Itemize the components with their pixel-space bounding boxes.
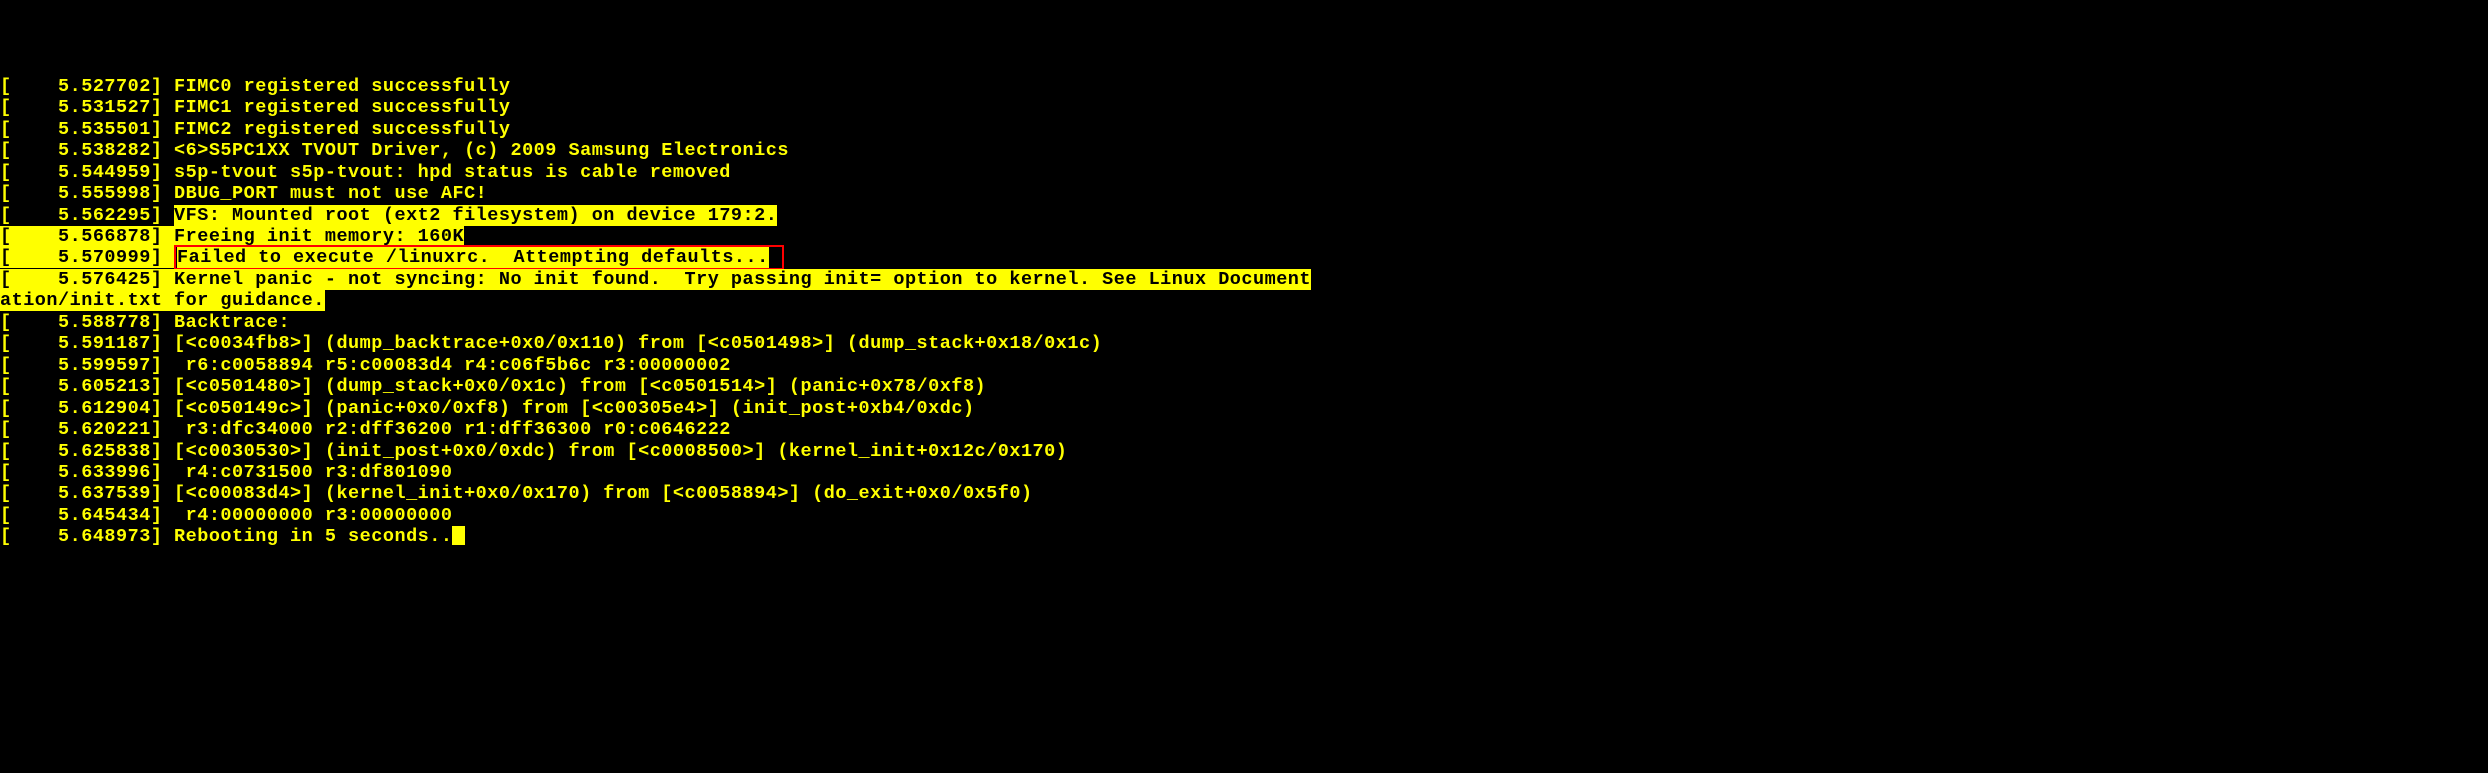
log-line: [ 5.555998] DBUG_PORT must not use AFC! <box>0 183 2488 204</box>
log-line: [ 5.605213] [<c0501480>] (dump_stack+0x0… <box>0 376 2488 397</box>
log-line: [ 5.538282] <6>S5PC1XX TVOUT Driver, (c)… <box>0 140 2488 161</box>
log-line: [ 5.535501] FIMC2 registered successfull… <box>0 119 2488 140</box>
log-line: [ 5.625838] [<c0030530>] (init_post+0x0/… <box>0 441 2488 462</box>
cursor-block <box>464 226 476 245</box>
log-line-panic: [ 5.576425] Kernel panic - not syncing: … <box>0 269 2488 290</box>
log-line: [ 5.588778] Backtrace: <box>0 312 2488 333</box>
log-line: [ 5.633996] r4:c0731500 r3:df801090 <box>0 462 2488 483</box>
log-line: [ 5.648973] Rebooting in 5 seconds.. <box>0 526 2488 547</box>
log-line-error: [ 5.570999] Failed to execute /linuxrc. … <box>0 247 2488 268</box>
log-line: [ 5.591187] [<c0034fb8>] (dump_backtrace… <box>0 333 2488 354</box>
cursor-block <box>769 247 781 266</box>
error-highlight-box: Failed to execute /linuxrc. Attempting d… <box>174 245 784 270</box>
log-line: [ 5.544959] s5p-tvout s5p-tvout: hpd sta… <box>0 162 2488 183</box>
log-line: [ 5.637539] [<c00083d4>] (kernel_init+0x… <box>0 483 2488 504</box>
log-line: [ 5.562295] VFS: Mounted root (ext2 file… <box>0 205 2488 226</box>
terminal-cursor <box>452 526 464 545</box>
terminal-output: [ 5.527702] FIMC0 registered successfull… <box>0 76 2488 548</box>
log-line: [ 5.620221] r3:dfc34000 r2:dff36200 r1:d… <box>0 419 2488 440</box>
log-line: [ 5.527702] FIMC0 registered successfull… <box>0 76 2488 97</box>
log-line: [ 5.531527] FIMC1 registered successfull… <box>0 97 2488 118</box>
log-line: [ 5.599597] r6:c0058894 r5:c00083d4 r4:c… <box>0 355 2488 376</box>
log-line-panic-wrap: ation/init.txt for guidance. <box>0 290 2488 311</box>
log-line: [ 5.612904] [<c050149c>] (panic+0x0/0xf8… <box>0 398 2488 419</box>
log-line: [ 5.566878] Freeing init memory: 160K <box>0 226 2488 247</box>
log-line: [ 5.645434] r4:00000000 r3:00000000 <box>0 505 2488 526</box>
